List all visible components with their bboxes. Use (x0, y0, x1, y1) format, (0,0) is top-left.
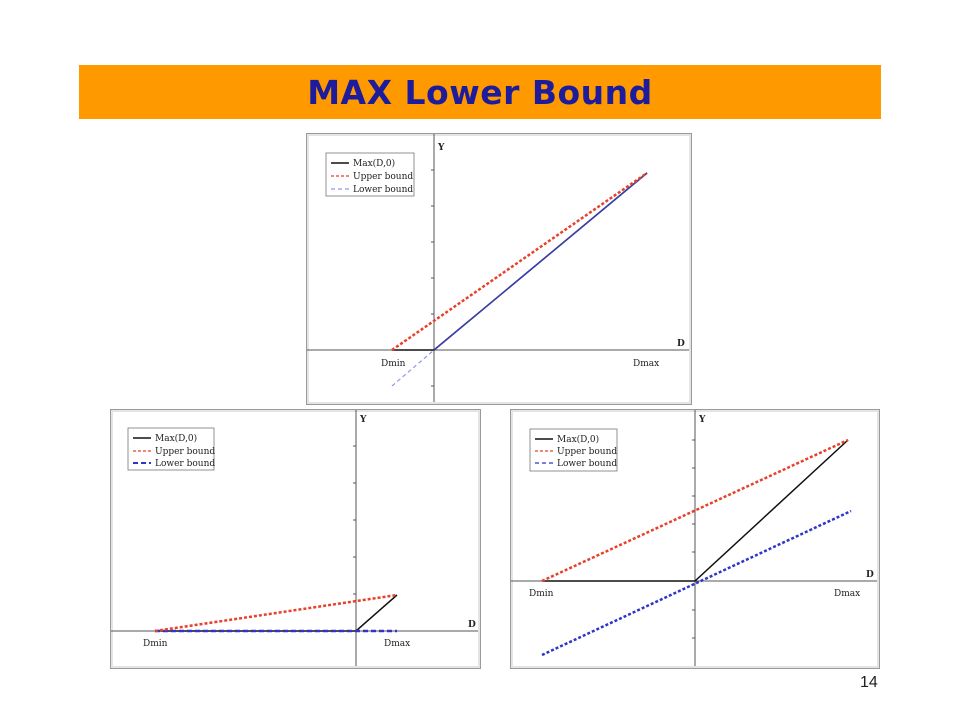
legend-lower: Lower bound (155, 459, 215, 469)
plot-panel-bottom-left: Y D Dmin Dmax Max(D,0) Upper bound Lower… (110, 409, 481, 669)
y-axis-label: Y (698, 415, 706, 425)
dmax-label: Dmax (834, 589, 860, 599)
legend-upper: Upper bound (557, 447, 617, 457)
y-axis-label: Y (437, 143, 445, 153)
lower-bound-line (391, 349, 435, 387)
dmax-label: Dmax (384, 639, 410, 649)
legend-lower: Lower bound (557, 459, 617, 469)
plot-bottom-right-svg: Y D Dmin Dmax Max(D,0) Upper bound Lower… (511, 410, 877, 666)
legend: Max(D,0) Upper bound Lower bound (127, 427, 215, 471)
dmin-label: Dmin (143, 639, 168, 649)
plot-panel-bottom-right: Y D Dmin Dmax Max(D,0) Upper bound Lower… (510, 409, 880, 669)
x-axis-label: D (677, 339, 685, 349)
legend-max: Max(D,0) (353, 158, 395, 169)
x-axis-label: D (866, 570, 874, 580)
upper-bound-line (154, 593, 398, 633)
lower-bound-overlay (433, 172, 648, 351)
lower-bound-line (541, 509, 852, 657)
plot-bottom-left-svg: Y D Dmin Dmax Max(D,0) Upper bound Lower… (111, 410, 478, 666)
upper-bound-line (541, 438, 849, 583)
legend-upper: Upper bound (155, 447, 215, 457)
slide-title: MAX Lower Bound (307, 72, 653, 112)
dmin-label: Dmin (529, 589, 554, 599)
title-banner: MAX Lower Bound (79, 65, 881, 119)
dmax-label: Dmax (633, 359, 659, 369)
y-ticks (431, 169, 434, 387)
dmin-label: Dmin (381, 359, 406, 369)
plot-top-svg: Y D Dmin Dmax Max(D,0) Upper bound Lower… (307, 134, 689, 402)
legend-lower: Lower bound (353, 185, 413, 195)
page-number: 14 (860, 674, 878, 691)
max-function-line (542, 439, 849, 582)
upper-bound-line (391, 171, 648, 352)
legend: Max(D,0) Upper bound Lower bound (529, 428, 618, 472)
y-axis-label: Y (359, 415, 367, 425)
plot-panel-top: Y D Dmin Dmax Max(D,0) Upper bound Lower… (306, 133, 692, 405)
y-ticks (353, 445, 356, 595)
legend-max: Max(D,0) (155, 433, 197, 444)
legend-upper: Upper bound (353, 172, 413, 182)
legend-max: Max(D,0) (557, 434, 599, 445)
legend: Max(D,0) Upper bound Lower bound (325, 152, 415, 197)
y-ticks (692, 439, 695, 639)
x-axis-label: D (468, 620, 476, 630)
